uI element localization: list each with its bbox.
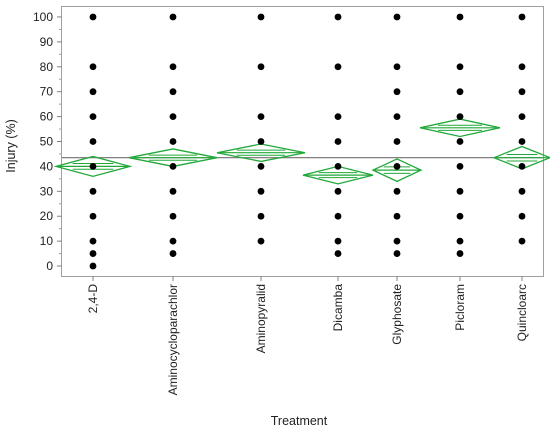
data-point [518, 63, 526, 71]
y-axis-title: Injury (%) [4, 119, 18, 172]
chart-marks [53, 13, 550, 270]
data-point [89, 88, 97, 96]
data-point [334, 13, 342, 21]
means-diamond [371, 158, 423, 183]
data-point [334, 138, 342, 145]
data-point [257, 163, 265, 170]
data-point [393, 163, 401, 170]
data-point [334, 187, 342, 195]
data-point [334, 212, 342, 220]
data-point [393, 250, 401, 257]
data-point [257, 113, 265, 120]
x-tick-label: Picloram [453, 284, 467, 331]
data-point [456, 212, 464, 220]
data-point [169, 250, 177, 257]
x-tick-label: Dicamba [331, 284, 345, 332]
data-point [518, 237, 526, 245]
data-point [518, 187, 526, 195]
data-point [456, 88, 464, 96]
data-point [257, 13, 265, 21]
diamond-outline [492, 145, 550, 170]
data-point [89, 212, 97, 220]
data-point [169, 88, 177, 96]
data-point [393, 187, 401, 195]
data-point [393, 63, 401, 71]
means-diamond [216, 143, 306, 163]
data-point [393, 212, 401, 220]
data-point [89, 187, 97, 195]
data-point [456, 237, 464, 245]
data-point [257, 63, 265, 71]
data-point [89, 138, 97, 145]
y-tick-label: 30 [40, 184, 54, 198]
y-tick-label: 90 [40, 35, 54, 49]
data-point [456, 187, 464, 195]
data-point [393, 138, 401, 145]
data-point [456, 13, 464, 21]
data-point [169, 212, 177, 220]
data-point [393, 113, 401, 120]
means-diamond [492, 145, 550, 170]
data-point [169, 13, 177, 21]
data-point [169, 187, 177, 195]
y-tick-label: 20 [40, 209, 54, 223]
y-axis: 0 10 20 30 40 50 60 70 80 90 100 [33, 10, 62, 273]
data-point [89, 163, 97, 170]
data-point [456, 138, 464, 145]
data-point [518, 13, 526, 21]
data-point [257, 138, 265, 145]
data-point [518, 113, 526, 120]
data-point [456, 63, 464, 71]
y-tick-label: 80 [40, 60, 54, 74]
means-diamond [128, 148, 218, 168]
data-point [89, 262, 97, 270]
y-tick-label: 10 [40, 234, 54, 248]
x-tick-label: Aminopyralid [254, 284, 268, 353]
data-point [334, 113, 342, 120]
data-point [334, 163, 342, 170]
data-point [456, 113, 464, 120]
y-tick-label: 60 [40, 110, 54, 124]
data-point [169, 163, 177, 170]
x-tick-label: Glyphosate [390, 284, 404, 345]
data-point [393, 13, 401, 21]
y-tick-label: 70 [40, 85, 54, 99]
data-point [518, 163, 526, 170]
data-point [257, 212, 265, 220]
data-point [518, 138, 526, 145]
data-point [257, 237, 265, 245]
x-axis: 2,4-D Aminocycloparachlor Aminopyralid Dica… [86, 276, 529, 395]
data-point [169, 237, 177, 245]
y-tick-label: 100 [33, 10, 53, 24]
data-point [334, 237, 342, 245]
data-point [89, 113, 97, 120]
data-point [334, 63, 342, 71]
y-tick-label: 50 [40, 135, 54, 149]
plot-frame [61, 6, 544, 277]
data-point [169, 63, 177, 71]
means-diamond [419, 118, 501, 138]
data-point [456, 163, 464, 170]
data-point [393, 88, 401, 96]
means-diamond [302, 165, 374, 185]
data-point [518, 212, 526, 220]
data-point [89, 13, 97, 21]
x-tick-label: Aminocycloparachlor [166, 284, 180, 395]
data-point [169, 138, 177, 145]
data-point [334, 250, 342, 257]
data-point [169, 113, 177, 120]
x-tick-label: Quincloarc [515, 284, 529, 341]
x-tick-label: 2,4-D [86, 284, 100, 314]
data-point [89, 237, 97, 245]
data-point [456, 250, 464, 257]
data-point [89, 63, 97, 71]
data-point [518, 88, 526, 96]
y-tick-label: 0 [46, 259, 53, 273]
data-point [89, 250, 97, 257]
y-tick-label: 40 [40, 159, 54, 173]
data-point [393, 237, 401, 245]
x-axis-title: Treatment [271, 414, 328, 428]
data-point [257, 187, 265, 195]
